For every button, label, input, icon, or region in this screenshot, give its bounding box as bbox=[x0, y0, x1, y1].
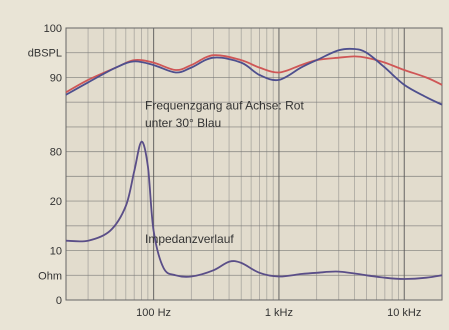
series-layer bbox=[65, 47, 443, 280]
y-tick-label: Ohm bbox=[38, 270, 62, 282]
y-tick-label: 80 bbox=[50, 147, 62, 159]
x-tick-label: 10 kHz bbox=[387, 307, 421, 319]
y-tick-label: 20 bbox=[50, 196, 62, 208]
y-tick-label: 90 bbox=[50, 72, 62, 84]
plot-border bbox=[65, 27, 443, 301]
annotation-text: Frequenzgang auf Achse: Rot bbox=[145, 99, 304, 113]
y-tick-label: 10 bbox=[50, 246, 62, 258]
y-tick-label: dBSPL bbox=[28, 48, 62, 60]
series-line-blue bbox=[65, 47, 443, 106]
annotation-text: unter 30° Blau bbox=[145, 116, 221, 130]
y-tick-label: 100 bbox=[44, 23, 62, 35]
x-tick-label: 1 kHz bbox=[265, 307, 293, 319]
annotations: Frequenzgang auf Achse: Rot unter 30° Bla… bbox=[145, 99, 304, 247]
grid-layer bbox=[65, 27, 443, 301]
series-line-red bbox=[65, 54, 443, 94]
plot-area bbox=[66, 28, 442, 300]
x-tick-label: 100 Hz bbox=[136, 307, 171, 319]
y-axis-ticks: 100 dBSPL 90 80 20 10 Ohm 0 bbox=[28, 23, 62, 307]
annotation-text: Impedanzverlauf bbox=[145, 232, 234, 246]
x-axis-ticks: 100 Hz 1 kHz 10 kHz bbox=[136, 307, 421, 319]
y-tick-label: 0 bbox=[56, 295, 62, 307]
series-line-impedance bbox=[65, 140, 443, 280]
